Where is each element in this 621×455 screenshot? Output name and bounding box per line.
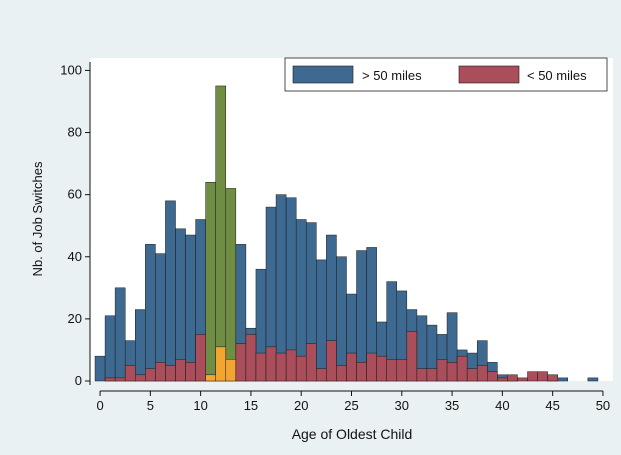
bar-near-24 bbox=[336, 365, 347, 382]
y-tick-label: 100 bbox=[60, 62, 82, 77]
bar-near-4 bbox=[135, 374, 146, 382]
bar-near-36 bbox=[456, 355, 468, 382]
bar-near-44 bbox=[537, 371, 548, 382]
bar-near-27 bbox=[366, 352, 377, 382]
bar-near-28 bbox=[376, 355, 387, 382]
bar-near-35 bbox=[446, 362, 458, 382]
bar-far-22 bbox=[316, 259, 327, 382]
bar-near-31 bbox=[406, 331, 418, 382]
bar-far-11 bbox=[205, 181, 216, 382]
bar-near-10 bbox=[195, 334, 206, 382]
y-tick-label: 20 bbox=[68, 311, 82, 326]
bar-near-33 bbox=[426, 368, 438, 382]
bar-near-19 bbox=[285, 349, 297, 382]
x-tick-label: 5 bbox=[147, 398, 154, 413]
bar-near-8 bbox=[175, 359, 186, 382]
x-tick-label: 45 bbox=[545, 398, 559, 413]
bar-far-46 bbox=[557, 377, 568, 382]
bar-near-11 bbox=[205, 374, 216, 382]
bar-near-43 bbox=[527, 371, 538, 382]
bar-far-0 bbox=[94, 355, 106, 382]
bar-far-6 bbox=[155, 253, 166, 382]
bar-near-16 bbox=[255, 352, 267, 382]
bar-near-1 bbox=[104, 377, 116, 382]
bar-far-24 bbox=[336, 256, 347, 382]
bar-near-3 bbox=[124, 365, 136, 382]
bar-near-17 bbox=[265, 346, 277, 382]
bar-near-9 bbox=[185, 362, 196, 382]
y-axis-label: Nb. of Job Switches bbox=[30, 161, 45, 276]
bar-near-18 bbox=[275, 352, 287, 382]
bar-near-5 bbox=[145, 368, 156, 382]
x-tick-label: 40 bbox=[495, 398, 509, 413]
bar-near-12 bbox=[215, 346, 227, 382]
x-tick-label: 20 bbox=[294, 398, 308, 413]
bar-far-49 bbox=[587, 377, 599, 382]
bar-far-8 bbox=[175, 228, 186, 382]
bar-near-41 bbox=[507, 374, 518, 382]
legend: > 50 miles < 50 miles bbox=[284, 57, 608, 92]
x-tick-label: 15 bbox=[244, 398, 258, 413]
bar-near-15 bbox=[245, 334, 257, 382]
bar-near-42 bbox=[517, 377, 528, 382]
bar-far-9 bbox=[185, 234, 196, 382]
bar-near-29 bbox=[386, 359, 398, 382]
bar-far-13 bbox=[225, 188, 237, 382]
bar-near-20 bbox=[295, 355, 307, 382]
y-tick-label: 60 bbox=[68, 187, 82, 202]
x-axis-label: Age of Oldest Child bbox=[292, 426, 413, 442]
bar-near-38 bbox=[476, 365, 488, 382]
legend-label-near: < 50 miles bbox=[527, 68, 587, 83]
bar-near-6 bbox=[155, 362, 166, 382]
bar-far-1 bbox=[104, 315, 116, 382]
bar-far-5 bbox=[145, 244, 156, 382]
y-tick-label: 80 bbox=[68, 125, 82, 140]
bar-near-14 bbox=[235, 343, 247, 382]
bars-layer bbox=[94, 85, 599, 382]
bar-far-26 bbox=[356, 250, 367, 382]
bar-near-40 bbox=[497, 377, 508, 382]
y-tick-label: 40 bbox=[68, 249, 82, 264]
x-tick-label: 10 bbox=[193, 398, 207, 413]
bar-near-25 bbox=[346, 352, 357, 382]
legend-swatch-far bbox=[292, 65, 354, 84]
y-tick-label: 0 bbox=[75, 373, 82, 388]
bar-near-2 bbox=[114, 377, 126, 382]
x-tick-label: 50 bbox=[596, 398, 610, 413]
x-tick-label: 30 bbox=[395, 398, 409, 413]
bar-near-26 bbox=[356, 362, 367, 382]
x-tick-label: 0 bbox=[96, 398, 103, 413]
legend-label-far: > 50 miles bbox=[362, 68, 422, 83]
bar-near-23 bbox=[326, 340, 337, 382]
bar-near-39 bbox=[487, 371, 498, 382]
x-tick-label: 35 bbox=[445, 398, 459, 413]
bar-near-21 bbox=[305, 343, 317, 382]
bar-near-32 bbox=[416, 368, 428, 382]
axes-layer: 0 20 40 60 80 100 0 5 10 15 20 25 30 35 40 45 50 bbox=[60, 62, 610, 413]
bar-near-7 bbox=[165, 365, 176, 382]
bar-near-22 bbox=[316, 368, 327, 382]
x-tick-label: 25 bbox=[344, 398, 358, 413]
bar-near-45 bbox=[547, 374, 558, 382]
legend-swatch-near bbox=[458, 65, 520, 84]
bar-far-2 bbox=[114, 287, 126, 382]
bar-near-37 bbox=[466, 368, 478, 382]
bar-near-13 bbox=[225, 359, 237, 382]
bar-far-7 bbox=[165, 200, 176, 382]
bar-near-34 bbox=[436, 359, 448, 382]
bar-far-4 bbox=[135, 309, 146, 382]
bar-near-30 bbox=[396, 359, 408, 382]
bar-far-12 bbox=[215, 85, 227, 382]
